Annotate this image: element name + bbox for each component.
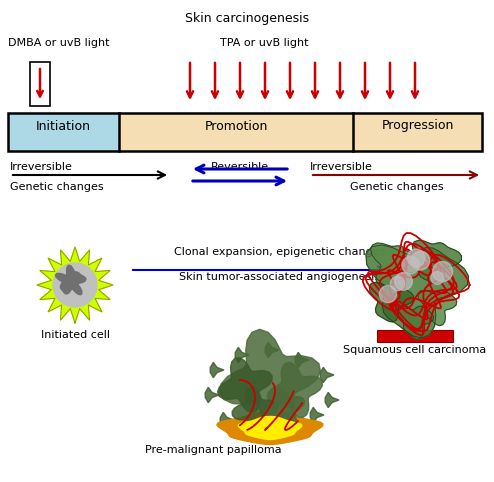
Text: Clonal expansion, epigenetic changes: Clonal expansion, epigenetic changes: [174, 247, 386, 257]
Bar: [8, 113, 482, 151]
Polygon shape: [55, 265, 86, 295]
Polygon shape: [370, 243, 425, 290]
Text: Progression: Progression: [381, 120, 453, 133]
Polygon shape: [217, 412, 323, 444]
Polygon shape: [220, 412, 234, 428]
Circle shape: [379, 285, 397, 303]
Polygon shape: [310, 407, 324, 423]
Text: Initiated cell: Initiated cell: [41, 330, 110, 340]
Text: Initiation: Initiation: [36, 120, 91, 133]
Circle shape: [402, 256, 419, 274]
Circle shape: [407, 249, 425, 267]
Text: Skin carcinogenesis: Skin carcinogenesis: [185, 12, 309, 25]
Bar: [30, 62, 50, 106]
Polygon shape: [267, 362, 323, 417]
Circle shape: [390, 276, 405, 291]
Polygon shape: [238, 416, 302, 440]
Polygon shape: [205, 388, 219, 402]
Bar: [377, 330, 453, 342]
Polygon shape: [369, 282, 413, 322]
Text: TPA or uvB light: TPA or uvB light: [220, 38, 308, 48]
Bar: [353, 113, 482, 151]
Polygon shape: [366, 245, 469, 338]
Polygon shape: [397, 306, 434, 339]
Polygon shape: [320, 367, 334, 383]
Bar: [119, 113, 353, 151]
Polygon shape: [266, 388, 305, 428]
Polygon shape: [418, 290, 457, 326]
Text: DMBA or uvB light: DMBA or uvB light: [8, 38, 110, 48]
Text: Skin tumor-associated angiogenesis: Skin tumor-associated angiogenesis: [179, 272, 380, 282]
Polygon shape: [325, 392, 339, 408]
Text: Irreversible: Irreversible: [10, 162, 73, 172]
Polygon shape: [37, 247, 113, 323]
Polygon shape: [232, 387, 278, 433]
Polygon shape: [210, 362, 224, 378]
Text: Squamous cell carcinoma: Squamous cell carcinoma: [343, 345, 487, 355]
Circle shape: [53, 263, 97, 307]
Polygon shape: [219, 329, 321, 430]
Polygon shape: [265, 342, 279, 358]
Text: Reversible: Reversible: [211, 162, 269, 172]
Polygon shape: [412, 240, 461, 284]
Text: Genetic changes: Genetic changes: [350, 182, 444, 192]
Text: Promotion: Promotion: [205, 120, 268, 133]
Circle shape: [433, 262, 453, 281]
Text: Genetic changes: Genetic changes: [10, 182, 104, 192]
Bar: [8, 113, 119, 151]
Polygon shape: [295, 352, 309, 368]
Text: Irreversible: Irreversible: [310, 162, 373, 172]
Text: Pre-malignant papilloma: Pre-malignant papilloma: [145, 445, 282, 455]
Circle shape: [411, 251, 430, 270]
Polygon shape: [235, 348, 249, 362]
Circle shape: [431, 271, 444, 284]
Circle shape: [395, 273, 412, 290]
Polygon shape: [217, 358, 272, 413]
